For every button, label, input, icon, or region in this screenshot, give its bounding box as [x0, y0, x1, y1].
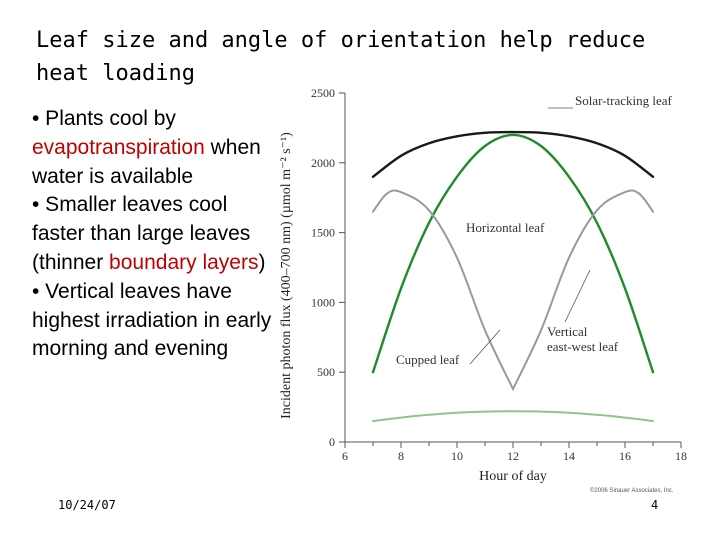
bullet-text: • Smaller leaves cool faster than large … [32, 193, 251, 274]
bullet-item: • Plants cool by evapotranspiration when… [32, 105, 272, 191]
bullet-highlight: boundary layers [109, 250, 259, 274]
annotation-cupped-label: Cupped leaf [396, 352, 460, 367]
page-number: 4 [651, 498, 659, 512]
x-tick-label: 14 [563, 449, 575, 463]
y-tick-label: 500 [317, 365, 335, 379]
x-tick-label: 16 [619, 449, 631, 463]
bullet-list: • Plants cool by evapotranspiration when… [32, 105, 272, 364]
x-tick-label: 12 [507, 449, 519, 463]
bullet-highlight: evapotranspiration [32, 135, 205, 159]
bullet-item: • Vertical leaves have highest irradiati… [32, 278, 272, 364]
y-tick-label: 1500 [311, 226, 335, 240]
bullet-text: ) [258, 250, 266, 274]
series-line-horizontal [371, 133, 655, 374]
x-tick-label: 6 [342, 449, 348, 463]
y-axis-title: Incident photon flux (400–700 nm) (µmol … [279, 132, 294, 419]
y-tick-label: 2000 [311, 156, 335, 170]
annotation-vertical-east-west-label: east-west leaf [547, 339, 619, 354]
annotation-vertical-east-west-leader [564, 269, 591, 323]
bullet-text: • Plants cool by [32, 107, 176, 130]
annotation-solar-tracking-label: Solar-tracking leaf [575, 93, 673, 108]
series-line-vertical-east-west [372, 189, 654, 392]
annotation-horizontal-label: Horizontal leaf [466, 220, 545, 235]
x-axis-title: Hour of day [479, 469, 547, 484]
bullet-text: when water is available [32, 135, 261, 188]
bullet-text: • Vertical leaves have highest irradiati… [32, 279, 272, 361]
annotation-vertical-east-west-label: Vertical [547, 324, 588, 339]
series-line-cupped [372, 410, 654, 423]
x-tick-label: 8 [398, 449, 404, 463]
slide-title: Leaf size and angle of orientation help … [36, 28, 646, 86]
annotation-cupped-leader [469, 329, 501, 365]
series-line-solar-tracking [371, 130, 655, 178]
y-tick-label: 1000 [311, 295, 335, 309]
y-tick-label: 0 [329, 435, 335, 449]
bullet-item: • Smaller leaves cool faster than large … [32, 191, 272, 277]
y-tick-label: 2500 [311, 86, 335, 100]
x-tick-label: 10 [451, 449, 463, 463]
copyright-notice: ©2006 Sinauer Associates, Inc. [590, 488, 674, 494]
slide-date: 10/24/07 [58, 498, 116, 512]
x-tick-label: 18 [675, 449, 687, 463]
